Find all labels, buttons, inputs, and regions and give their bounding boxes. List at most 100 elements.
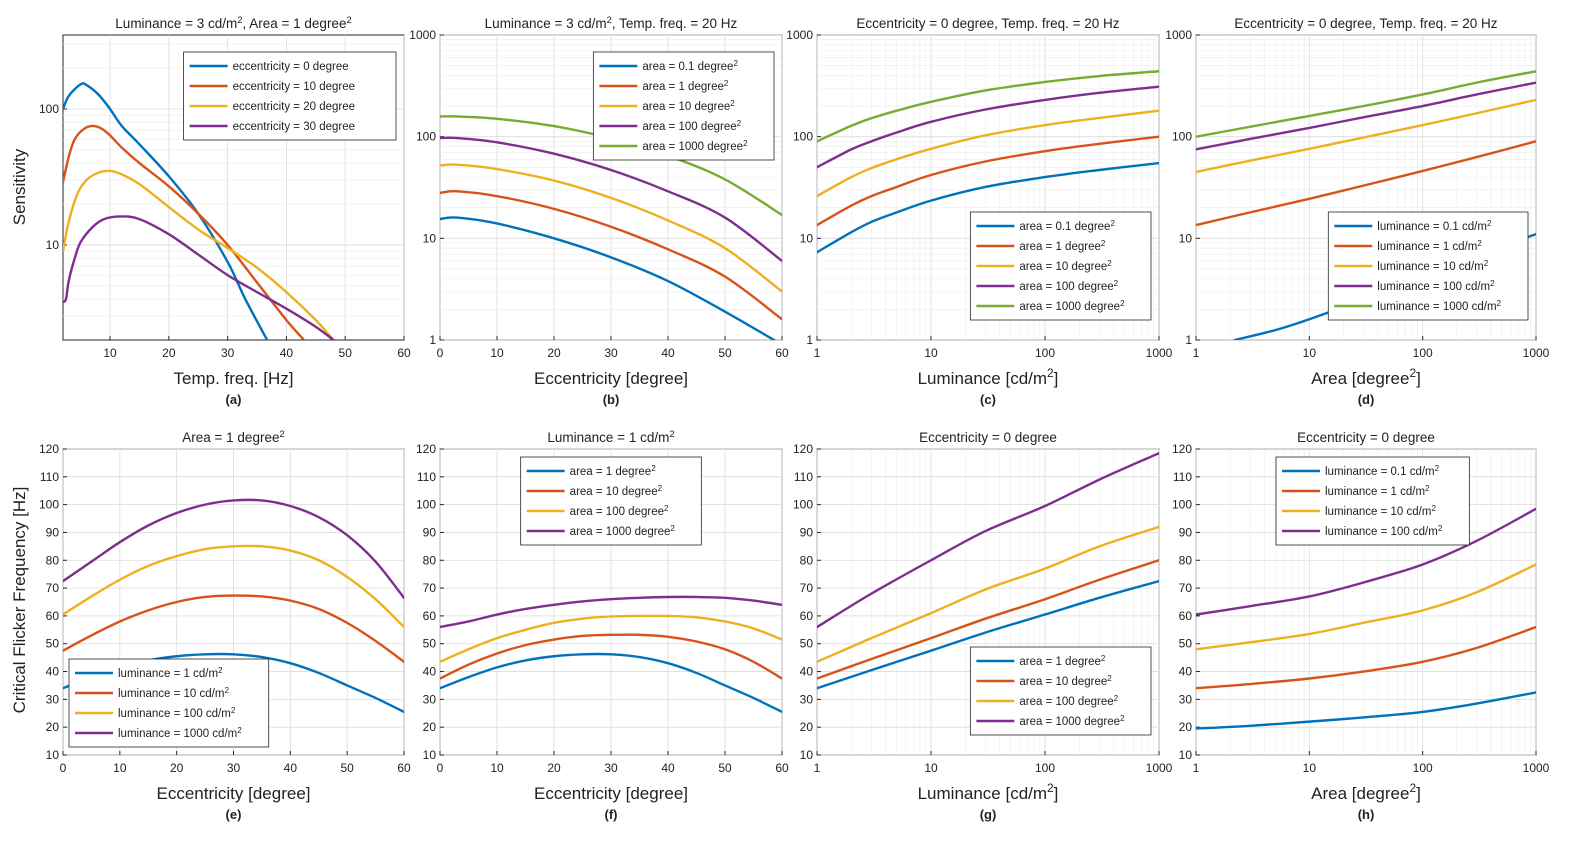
y-tick-label: 50 (1179, 637, 1193, 651)
legend-entry: area = 10 degree2 (1019, 259, 1112, 274)
series-line (63, 594, 404, 664)
legend-entry: area = 1 degree2 (642, 79, 729, 94)
x-tick-label: 1 (814, 346, 821, 360)
series-line (440, 595, 782, 629)
x-tick-label: 1000 (1523, 346, 1550, 360)
legend-entry: eccentricity = 20 degree (233, 101, 355, 113)
panel-tag: (g) (980, 807, 997, 822)
series-line (817, 109, 1159, 198)
x-tick-label: 1 (1193, 346, 1200, 360)
y-tick-label: 1000 (1165, 28, 1192, 42)
series-line (440, 163, 782, 293)
series-line (440, 633, 782, 680)
y-tick-label: 100 (39, 498, 59, 512)
y-tick-label: 20 (1179, 720, 1193, 734)
x-tick-label: 20 (547, 346, 561, 360)
y-tick-label: 70 (800, 581, 814, 595)
y-tick-label: 30 (46, 692, 60, 706)
legend-entry: area = 1 degree2 (1019, 239, 1106, 254)
legend-entry: luminance = 10 cd/m2 (118, 686, 229, 701)
x-tick-label: 50 (339, 346, 353, 360)
y-tick-label: 80 (800, 553, 814, 567)
x-tick-label: 40 (284, 761, 298, 775)
y-tick-label: 60 (423, 609, 437, 623)
y-tick-label: 120 (1172, 442, 1192, 456)
legend-entry: eccentricity = 0 degree (233, 61, 349, 73)
x-tick-label: 10 (1303, 761, 1317, 775)
x-tick-label: 40 (280, 346, 294, 360)
y-tick-label: 120 (793, 442, 813, 456)
legend: eccentricity = 0 degree eccentricity = 10… (183, 51, 397, 141)
x-tick-label: 30 (604, 346, 618, 360)
legend-entry: area = 1000 degree2 (1019, 714, 1125, 729)
x-tick-label: 50 (340, 761, 354, 775)
y-tick-label: 110 (1173, 470, 1192, 484)
legend-entry: luminance = 1 cd/m2 (118, 666, 223, 681)
y-tick-label: 100 (39, 102, 59, 116)
series-line (440, 115, 782, 217)
y-tick-label: 90 (46, 525, 60, 539)
y-tick-label: 40 (46, 665, 60, 679)
y-tick-label: 100 (793, 498, 813, 512)
y-tick-label: 40 (800, 665, 814, 679)
x-axis-label: Luminance [cd/m2] (918, 366, 1059, 388)
series-line (817, 135, 1159, 227)
legend-entry: area = 1 degree2 (1019, 654, 1106, 669)
y-tick-label: 1 (1185, 333, 1192, 347)
legend-entry: luminance = 1 cd/m2 (1325, 484, 1430, 499)
panel-title: Eccentricity = 0 degree, Temp. freq. = 2… (856, 16, 1119, 31)
y-tick-label: 10 (800, 231, 814, 245)
x-axis-label: Eccentricity [degree] (156, 784, 310, 803)
x-tick-label: 50 (718, 346, 732, 360)
legend-entry: luminance = 1000 cd/m2 (1377, 299, 1501, 314)
y-tick-label: 90 (800, 525, 814, 539)
grid (816, 448, 1160, 756)
legend-entry: area = 1000 degree2 (570, 524, 676, 539)
legend-entry: area = 10 degree2 (570, 484, 663, 499)
x-tick-label: 100 (1035, 761, 1055, 775)
x-axis-label: Luminance [cd/m2] (918, 781, 1059, 803)
x-tick-label: 20 (547, 761, 561, 775)
series-line (63, 498, 404, 600)
panel-d: 1 10 100 1000 1 10 100 1000 Eccentricity = 0 deg… (1165, 16, 1549, 407)
panel-g: 1 10 100 1000102030405060708090100110120Ecc… (793, 430, 1173, 822)
y-tick-label: 30 (800, 692, 814, 706)
x-tick-label: 10 (113, 761, 127, 775)
y-tick-label: 20 (423, 720, 437, 734)
panel-tag: (d) (1358, 392, 1375, 407)
y-tick-label: 120 (416, 442, 436, 456)
y-tick-label: 10 (1179, 231, 1193, 245)
legend-entry: luminance = 1000 cd/m2 (118, 726, 242, 741)
panel-title: Area = 1 degree2 (182, 429, 284, 446)
panel-title: Luminance = 3 cd/m2, Temp. freq. = 20 Hz (485, 15, 738, 32)
y-tick-label: 100 (1172, 498, 1192, 512)
series-group (63, 82, 335, 340)
y-axis-label-bottom: Critical Flicker Frequency [Hz] (10, 487, 29, 714)
y-tick-label: 1 (806, 333, 813, 347)
x-tick-label: 1000 (1523, 761, 1550, 775)
y-tick-label: 50 (46, 637, 60, 651)
series-line (817, 525, 1159, 664)
y-tick-label: 70 (46, 581, 60, 595)
panel-tag: (a) (226, 392, 242, 407)
y-tick-label: 10 (800, 748, 814, 762)
legend-entry: luminance = 100 cd/m2 (1377, 279, 1495, 294)
series-line (63, 169, 335, 340)
panel-h: 1 10 100 1000102030405060708090100110120Ecc… (1172, 430, 1550, 822)
legend: luminance = 1 cd/m2 luminance = 10 cd/m2 l… (68, 658, 270, 748)
panel-title: Luminance = 1 cd/m2 (547, 429, 674, 446)
x-tick-label: 10 (103, 346, 117, 360)
panel-tag: (f) (605, 807, 618, 822)
x-tick-label: 10 (924, 761, 938, 775)
series-line (817, 559, 1159, 680)
series-line (817, 451, 1159, 629)
x-tick-label: 0 (60, 761, 67, 775)
x-tick-label: 100 (1035, 346, 1055, 360)
series-line (817, 70, 1159, 143)
y-tick-label: 60 (800, 609, 814, 623)
series-line (440, 614, 782, 664)
panel-f: 0 10 20 30 40 50 60102030405060708090100110120… (416, 429, 789, 823)
x-tick-label: 100 (1413, 346, 1433, 360)
legend-entry: area = 100 degree2 (642, 119, 741, 134)
